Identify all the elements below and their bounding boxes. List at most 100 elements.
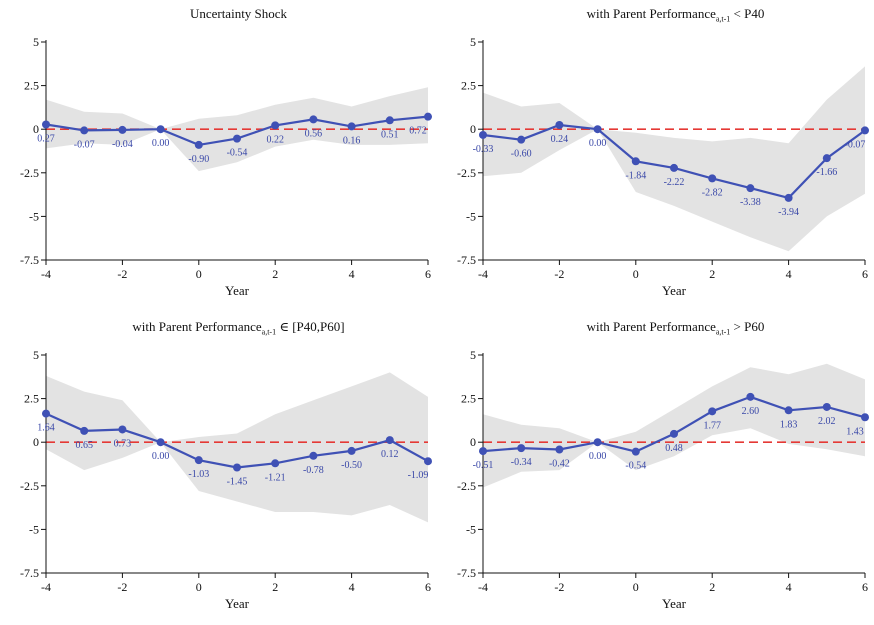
data-label: 0.27 — [37, 133, 55, 144]
x-tick-label: 6 — [425, 580, 431, 594]
x-tick-label: 0 — [196, 580, 202, 594]
y-tick-label: 0 — [33, 122, 39, 136]
panel-title-main: with Parent Performance — [132, 319, 262, 334]
y-tick-label: -7.5 — [20, 566, 39, 580]
x-axis-label: Year — [662, 596, 687, 611]
x-tick-label: 2 — [709, 267, 715, 281]
panel-title-tail: < P40 — [730, 6, 765, 21]
data-label: -0.51 — [473, 460, 494, 471]
chart-svg: 5 2.5 0 -2.5 -5 -7.5-4 -2 0 2 4 6 Year -0.51 -0.34 -0.… — [457, 348, 869, 611]
y-tick-label: -2.5 — [20, 479, 39, 493]
x-tick-label: 4 — [349, 580, 355, 594]
data-point — [593, 438, 602, 447]
panel-title-main: with Parent Performance — [586, 6, 716, 21]
panel-uncertainty-shock: Uncertainty Shock 5 2.5 0 -2.5 -5 -7.5 -4 -2 0 2 4… — [0, 0, 437, 312]
y-tick-label: -7.5 — [457, 253, 476, 267]
data-label: -0.34 — [511, 457, 532, 468]
y-tick-label: -7.5 — [20, 253, 39, 267]
data-point — [708, 174, 717, 183]
data-point — [385, 116, 394, 125]
data-point — [118, 125, 127, 134]
data-point — [479, 447, 487, 456]
panel-title-tail: ∈ [P40,P60] — [276, 319, 345, 334]
data-point — [80, 126, 89, 135]
data-point — [708, 407, 717, 416]
data-point — [593, 125, 602, 134]
data-label: 0.00 — [589, 451, 607, 462]
x-tick-label: -4 — [41, 580, 51, 594]
panel-parent-p40-p60: with Parent Performancea,t-1 ∈ [P40,P60]… — [0, 313, 437, 625]
data-label: 0.00 — [152, 138, 170, 149]
data-point — [479, 130, 487, 139]
y-tick-label: 5 — [33, 35, 39, 49]
chart-svg: 5 2.5 0 -2.5 -5 -7.5-4 -2 0 2 4 6 Year -0.33 -0.60 0.2… — [457, 35, 869, 298]
chart-svg: 5 2.5 0 -2.5 -5 -7.5-4 -2 0 2 4 6 Year 1.64 0.65 0.73 0… — [20, 348, 432, 611]
x-tick-label: -4 — [41, 267, 51, 281]
data-label: 0.48 — [665, 443, 683, 454]
data-point — [233, 463, 241, 472]
data-point — [156, 438, 165, 447]
panel-title: with Parent Performancea,t-1 > P60 — [477, 319, 874, 337]
y-tick-label: -5 — [29, 522, 39, 536]
y-tick-label: 0 — [470, 435, 476, 449]
x-tick-label: 2 — [272, 267, 278, 281]
data-label: 0.00 — [589, 138, 607, 149]
data-point — [271, 459, 280, 468]
data-label: 0.56 — [305, 128, 323, 139]
data-label: 0.65 — [75, 440, 93, 451]
x-axis-label: Year — [225, 283, 250, 298]
panel-title-main: Uncertainty Shock — [189, 6, 288, 21]
data-label: 0.73 — [114, 438, 132, 449]
y-tick-label: 5 — [470, 348, 476, 362]
x-tick-label: -4 — [478, 580, 488, 594]
x-tick-label: -2 — [117, 267, 127, 281]
y-tick-label: -5 — [466, 522, 476, 536]
data-label: -0.90 — [188, 154, 209, 165]
panel-parent-above-p60: with Parent Performancea,t-1 > P60 5 2.5 0… — [437, 313, 874, 625]
y-tick-label: 2.5 — [461, 392, 476, 406]
data-point — [517, 135, 526, 144]
panel-title-main: with Parent Performance — [586, 319, 716, 334]
y-tick-label: -2.5 — [457, 479, 476, 493]
panel-title: with Parent Performancea,t-1 < P40 — [477, 6, 874, 24]
data-label: 0.22 — [266, 134, 284, 145]
y-tick-label: -2.5 — [20, 166, 39, 180]
data-point — [670, 429, 678, 438]
data-label: -1.66 — [816, 167, 837, 178]
y-tick-label: 0 — [33, 435, 39, 449]
data-point — [822, 154, 831, 163]
confidence-band — [483, 66, 865, 252]
data-label: 0.12 — [381, 449, 399, 460]
data-point — [517, 444, 526, 453]
data-point — [385, 436, 394, 445]
data-label: -0.54 — [227, 148, 248, 159]
confidence-band — [483, 363, 865, 488]
panel-title-subscript: a,t-1 — [715, 327, 731, 337]
x-tick-label: -2 — [117, 580, 127, 594]
data-point — [309, 451, 318, 460]
y-tick-label: 5 — [33, 348, 39, 362]
data-point — [746, 184, 755, 193]
x-axis-label: Year — [662, 283, 687, 298]
data-label: -3.38 — [740, 197, 761, 208]
data-point — [156, 125, 165, 134]
data-point — [555, 121, 564, 130]
x-tick-label: 2 — [709, 580, 715, 594]
data-label: 1.43 — [846, 426, 864, 437]
data-label: 0.00 — [152, 451, 170, 462]
x-tick-label: 0 — [633, 580, 639, 594]
y-tick-label: 2.5 — [24, 392, 39, 406]
data-label: 1.64 — [37, 423, 55, 434]
data-label: -1.09 — [408, 470, 429, 481]
data-point — [746, 392, 755, 401]
data-label: 0.51 — [381, 129, 399, 140]
data-point — [347, 122, 356, 131]
x-tick-label: -2 — [554, 267, 564, 281]
data-point — [347, 446, 356, 455]
x-tick-label: 6 — [425, 267, 431, 281]
data-point — [424, 112, 432, 121]
x-tick-label: 2 — [272, 580, 278, 594]
data-point — [670, 163, 678, 172]
data-point — [822, 402, 831, 411]
y-tick-label: -7.5 — [457, 566, 476, 580]
